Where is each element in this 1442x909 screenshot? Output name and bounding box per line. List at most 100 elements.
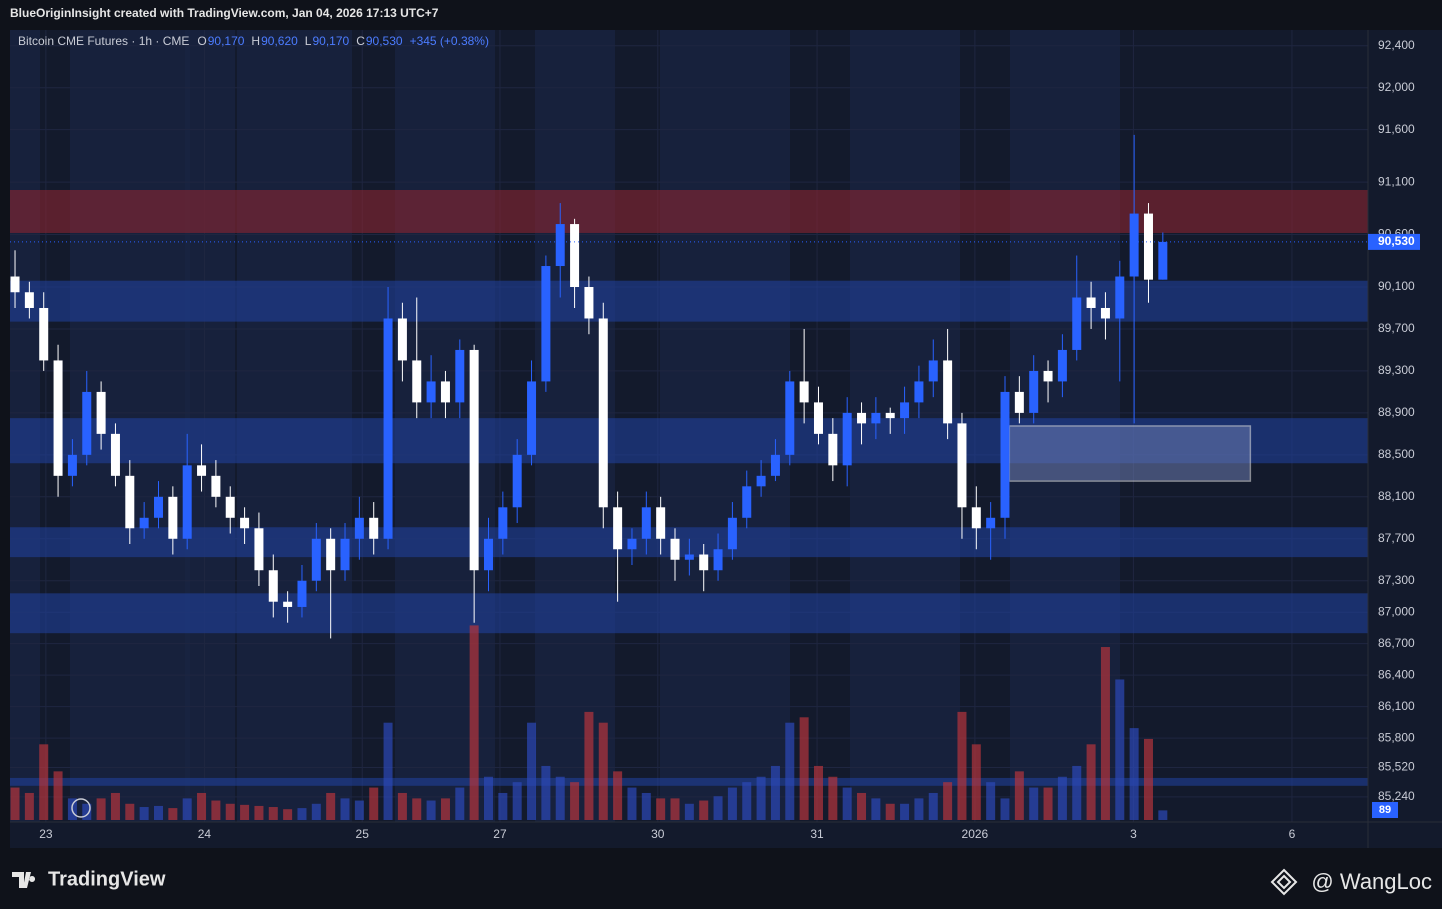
volume-bar bbox=[24, 792, 34, 820]
candle-body bbox=[570, 224, 580, 288]
volume-bar bbox=[311, 803, 321, 820]
volume-bar bbox=[656, 798, 666, 820]
brand-logo bbox=[12, 872, 36, 888]
y-tick-label: 85,520 bbox=[1378, 760, 1415, 774]
candle-body bbox=[871, 412, 881, 424]
candle-body bbox=[928, 360, 938, 382]
candle-body bbox=[641, 507, 651, 539]
y-tick-label: 90,100 bbox=[1378, 279, 1415, 293]
watermark-logo bbox=[1270, 868, 1298, 896]
candle-body bbox=[770, 454, 780, 476]
candle-body bbox=[670, 538, 680, 560]
candle-body bbox=[727, 517, 737, 550]
candle-body bbox=[39, 307, 49, 361]
x-tick-label: 25 bbox=[356, 827, 370, 841]
candle-body bbox=[283, 601, 293, 607]
volume-bar bbox=[1143, 738, 1153, 820]
candle-body bbox=[598, 318, 608, 508]
marked-box bbox=[1008, 425, 1252, 482]
candle-body bbox=[699, 554, 709, 571]
candle-body bbox=[1129, 213, 1139, 277]
volume-bar bbox=[383, 722, 393, 820]
candle-body bbox=[1014, 391, 1024, 413]
candle-body bbox=[153, 496, 163, 518]
candle-body bbox=[268, 570, 278, 602]
y-tick-label: 86,400 bbox=[1378, 667, 1415, 681]
y-tick-label: 89,700 bbox=[1378, 321, 1415, 335]
watermark-text: @ WangLoc bbox=[1311, 869, 1432, 894]
candle-body bbox=[469, 349, 479, 571]
volume-bar bbox=[641, 792, 651, 820]
volume-bar bbox=[369, 787, 379, 820]
volume-bar bbox=[412, 798, 422, 820]
candle-body bbox=[1000, 391, 1010, 518]
volume-bar bbox=[1000, 798, 1010, 820]
candle-body bbox=[254, 528, 264, 571]
y-tick-label: 88,100 bbox=[1378, 489, 1415, 503]
candle-body bbox=[211, 475, 221, 497]
volume-bar bbox=[943, 782, 953, 820]
volume-bar bbox=[297, 808, 307, 820]
candle-body bbox=[971, 507, 981, 529]
volume-bar bbox=[857, 792, 867, 820]
volume-bar bbox=[957, 711, 967, 820]
volume-bar bbox=[168, 808, 178, 820]
volume-bar bbox=[613, 771, 623, 820]
volume-bar bbox=[928, 792, 938, 820]
volume-bar bbox=[225, 803, 235, 820]
candle-body bbox=[943, 360, 953, 424]
candle-body bbox=[197, 465, 207, 476]
volume-bar bbox=[1086, 744, 1096, 820]
zone bbox=[10, 189, 1368, 233]
candle-body bbox=[139, 517, 149, 529]
volume-bar bbox=[842, 787, 852, 820]
volume-bar bbox=[1029, 787, 1039, 820]
volume-bar bbox=[483, 776, 493, 820]
legend-key: O bbox=[197, 34, 206, 48]
candle-body bbox=[813, 402, 823, 434]
volume-bar bbox=[1129, 728, 1139, 820]
volume-bar bbox=[828, 776, 838, 820]
volume-bar bbox=[871, 798, 881, 820]
candle-body bbox=[1057, 349, 1067, 382]
volume-bar bbox=[1115, 679, 1125, 820]
candle-body bbox=[1072, 297, 1082, 350]
y-tick-label: 88,500 bbox=[1378, 447, 1415, 461]
y-tick-label: 86,100 bbox=[1378, 699, 1415, 713]
volume-bar bbox=[713, 796, 723, 820]
candle-body bbox=[541, 266, 551, 382]
candle-body bbox=[125, 475, 135, 529]
candle-body bbox=[1086, 297, 1096, 308]
candle-body bbox=[412, 360, 422, 403]
volume-bar bbox=[110, 792, 120, 820]
candle-body bbox=[168, 496, 178, 539]
volume-bar bbox=[742, 782, 752, 820]
watermark: @ WangLoc bbox=[1270, 868, 1432, 896]
volume-bar bbox=[1100, 647, 1110, 820]
volume-bar bbox=[96, 798, 106, 820]
volume-bar bbox=[785, 722, 795, 820]
candle-body bbox=[842, 412, 852, 466]
volume-bar bbox=[1072, 765, 1082, 820]
volume-bar bbox=[684, 803, 694, 820]
x-tick-label: 23 bbox=[39, 827, 53, 841]
volume-bar bbox=[756, 776, 766, 820]
y-tick-label: 92,400 bbox=[1378, 38, 1415, 52]
volume-bar bbox=[799, 717, 809, 820]
candle-body bbox=[440, 381, 450, 403]
zone bbox=[10, 280, 1368, 322]
y-tick-label: 86,700 bbox=[1378, 636, 1415, 650]
y-tick-label: 91,100 bbox=[1378, 174, 1415, 188]
volume-bar bbox=[1043, 787, 1053, 820]
candle-body bbox=[498, 507, 508, 539]
x-tick-label: 27 bbox=[493, 827, 507, 841]
volume-bar bbox=[1014, 771, 1024, 820]
volume-bar bbox=[885, 803, 895, 820]
volume-bar bbox=[397, 792, 407, 820]
candle-body bbox=[828, 433, 838, 466]
volume-bar bbox=[727, 787, 737, 820]
volume-bar bbox=[125, 803, 135, 820]
candle-body bbox=[885, 412, 895, 419]
candle-body bbox=[900, 402, 910, 419]
